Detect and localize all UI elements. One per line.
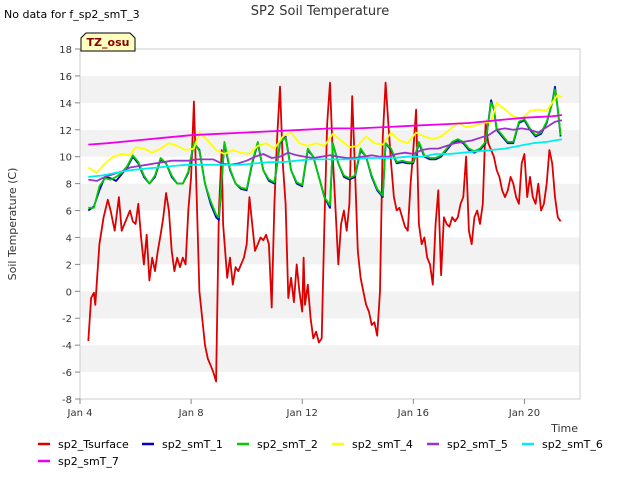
- y-tick-label: 4: [66, 233, 72, 244]
- grid-band: [80, 156, 580, 184]
- y-tick-label: 16: [59, 72, 72, 83]
- x-axis-label: Time: [550, 422, 578, 435]
- grid-band: [80, 102, 580, 130]
- legend-label: sp2_Tsurface: [58, 438, 129, 451]
- y-axis-label: Soil Temperature (C): [6, 168, 19, 281]
- x-tick-label: Jan 8: [178, 408, 204, 419]
- legend-label: sp2_smT_5: [447, 438, 508, 451]
- legend: sp2_Tsurface sp2_smT_1 sp2_smT_2 sp2_smT_4 s…: [38, 438, 603, 468]
- legend-label: sp2_smT_1: [162, 438, 223, 451]
- x-tick-label: Jan 12: [286, 408, 318, 419]
- chart-title: SP2 Soil Temperature: [251, 4, 389, 19]
- series-line-sp2-smT-2: [88, 88, 562, 219]
- y-tick-label: -2: [62, 314, 72, 325]
- plot-area-frame: [79, 48, 581, 400]
- y-axis-ticks: -8 -6 -4 -2 0 2 4 6 8 10 12 14 16 18: [59, 45, 80, 406]
- x-tick-label: Jan 16: [397, 408, 429, 419]
- grid-band: [80, 49, 580, 76]
- grid-band: [80, 345, 580, 373]
- series-line-sp2-smT-6: [88, 138, 563, 178]
- y-tick-label: 6: [66, 207, 72, 218]
- tz-badge-label: TZ_osu: [87, 36, 130, 49]
- y-tick-label: 2: [66, 260, 72, 271]
- tz-badge: TZ_osu: [80, 32, 136, 52]
- grid-band: [80, 129, 580, 157]
- series-lines: [87, 81, 563, 383]
- grid-band: [80, 264, 580, 292]
- grid-band: [80, 237, 580, 265]
- y-tick-label: 18: [59, 45, 72, 56]
- tz-badge-box: [80, 32, 136, 52]
- grid-band: [80, 318, 580, 346]
- y-tick-label: 14: [59, 99, 72, 110]
- series-line-sp2-Tsurface: [87, 81, 562, 383]
- series-line-sp2-smT-7: [88, 114, 563, 146]
- y-tick-label: 8: [66, 180, 72, 191]
- legend-label: sp2_smT_4: [352, 438, 413, 451]
- y-tick-label: 12: [59, 126, 72, 137]
- series-line-sp2-smT-4: [87, 93, 563, 174]
- y-tick-label: -8: [62, 395, 72, 406]
- grid-band: [80, 291, 580, 319]
- no-data-note: No data for f_sp2_smT_3: [4, 8, 140, 21]
- x-tick-label: Jan 20: [508, 408, 540, 419]
- legend-label: sp2_smT_6: [542, 438, 603, 451]
- series-line-sp2-smT-5: [88, 119, 563, 182]
- y-tick-label: 0: [66, 287, 72, 298]
- grid-band: [80, 210, 580, 238]
- x-tick-label: Jan 4: [67, 408, 93, 419]
- legend-label: sp2_smT_2: [257, 438, 318, 451]
- y-tick-label: 10: [59, 153, 72, 164]
- y-tick-label: -4: [62, 341, 72, 352]
- grid-band: [80, 372, 580, 399]
- x-axis-ticks: Jan 4 Jan 8 Jan 12 Jan 16 Jan 20: [67, 399, 540, 419]
- legend-label: sp2_smT_7: [58, 455, 119, 468]
- y-tick-label: -6: [62, 368, 72, 379]
